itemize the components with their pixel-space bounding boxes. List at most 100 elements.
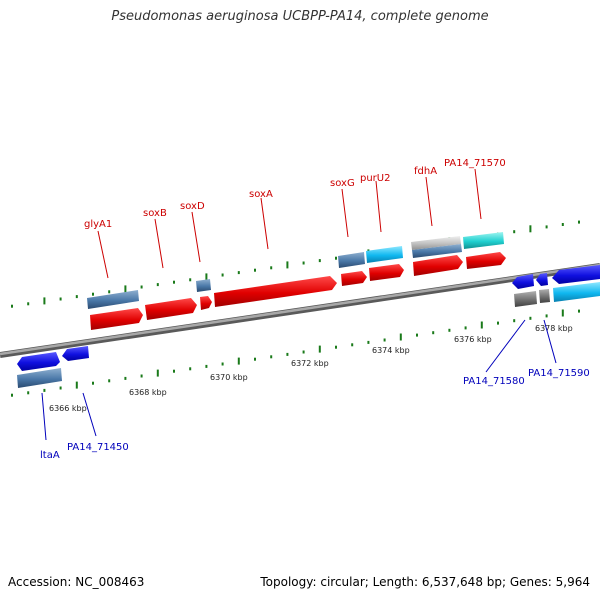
minor-tick	[351, 343, 354, 347]
feature-soxB[interactable]	[145, 298, 197, 320]
feature-soxD[interactable]	[200, 296, 212, 310]
major-tick	[529, 225, 532, 233]
minor-tick	[578, 309, 580, 313]
minor-tick	[448, 328, 451, 332]
minor-tick	[221, 273, 224, 277]
feature-PA14_71590-small[interactable]	[536, 273, 548, 286]
minor-tick	[545, 314, 548, 318]
minor-tick	[335, 256, 337, 260]
minor-tick	[318, 259, 321, 263]
minor-tick	[513, 319, 516, 323]
minor-tick	[302, 350, 305, 354]
minor-tick	[205, 364, 208, 368]
label-purU2[interactable]: purU2	[360, 173, 390, 184]
scale-label-6370: 6370 kbp	[210, 373, 248, 382]
feature-purU2[interactable]	[369, 264, 404, 281]
scale-label-6374: 6374 kbp	[372, 346, 410, 355]
feature-PA14_71570[interactable]	[466, 252, 506, 269]
feature-fdhA-steel[interactable]	[412, 244, 462, 258]
label-PA14_71590[interactable]: PA14_71590	[528, 368, 590, 379]
minor-tick	[189, 278, 192, 282]
minor-tick	[383, 338, 386, 342]
feature-PA14_71580[interactable]	[512, 274, 534, 289]
scale-labels: 6366 kbp 6368 kbp 6370 kbp 6372 kbp 6374…	[49, 324, 573, 413]
feature-PA14_71580-grey[interactable]	[514, 291, 537, 307]
major-tick	[286, 261, 289, 269]
minor-tick	[189, 367, 192, 371]
label-soxD[interactable]: soxD	[180, 201, 205, 212]
minor-tick	[27, 391, 30, 395]
label-PA14_71570[interactable]: PA14_71570	[444, 158, 506, 169]
major-tick	[43, 297, 46, 305]
feature-soxA[interactable]	[214, 276, 337, 307]
minor-tick	[270, 355, 273, 359]
minor-tick	[367, 340, 370, 344]
minor-tick	[11, 393, 13, 397]
minor-tick	[578, 220, 580, 224]
label-ltaA[interactable]: ltaA	[40, 450, 60, 461]
major-tick	[124, 285, 127, 293]
minor-tick	[27, 302, 30, 306]
feature-PA14_71570-upper[interactable]	[463, 232, 504, 249]
minor-tick	[432, 331, 435, 335]
minor-tick	[173, 369, 175, 373]
feature-soxG-upper[interactable]	[338, 252, 365, 268]
major-tick	[318, 345, 321, 353]
feature-ltaA[interactable]	[17, 352, 60, 371]
backbone	[0, 263, 600, 358]
minor-tick	[108, 290, 111, 294]
feature-PA14_71590-cyan[interactable]	[553, 282, 600, 302]
minor-tick	[513, 230, 516, 234]
feature-glyA1[interactable]	[90, 308, 143, 330]
feature-fdhA-silver[interactable]	[411, 236, 461, 250]
major-tick	[156, 369, 159, 377]
minor-tick	[254, 357, 256, 361]
feature-PA14_71590[interactable]	[552, 265, 600, 284]
minor-tick	[59, 297, 62, 301]
label-soxA[interactable]: soxA	[249, 189, 273, 200]
major-tick	[399, 333, 402, 341]
minor-tick	[561, 223, 564, 226]
minor-tick	[254, 268, 256, 272]
minor-tick	[416, 333, 418, 337]
minor-tick	[335, 345, 337, 349]
accession-text: Accession: NC_008463	[8, 575, 145, 589]
feature-PA14_71590-grey[interactable]	[539, 289, 550, 303]
feature-fdhA[interactable]	[413, 255, 463, 276]
label-glyA1[interactable]: glyA1	[84, 219, 112, 230]
minor-tick	[140, 285, 143, 289]
minor-tick	[286, 352, 289, 356]
label-PA14_71580[interactable]: PA14_71580	[463, 376, 525, 387]
feature-PA14_71450[interactable]	[62, 346, 89, 361]
label-soxG[interactable]: soxG	[330, 178, 355, 189]
label-PA14_71450[interactable]: PA14_71450	[67, 442, 129, 453]
scale-label-6376: 6376 kbp	[454, 335, 492, 344]
minor-tick	[75, 295, 78, 299]
genome-stats-text: Topology: circular; Length: 6,537,648 bp…	[260, 575, 590, 589]
label-soxB[interactable]: soxB	[143, 208, 167, 219]
minor-tick	[464, 326, 467, 330]
feature-steel-1[interactable]	[87, 290, 139, 309]
feature-soxD-small[interactable]	[196, 279, 211, 292]
feature-ltaA-steel[interactable]	[17, 368, 62, 388]
feature-soxG[interactable]	[341, 271, 367, 286]
major-tick	[205, 273, 208, 281]
minor-tick	[173, 280, 175, 284]
minor-tick	[92, 292, 94, 296]
minor-tick	[270, 266, 273, 270]
minor-tick	[302, 261, 305, 265]
minor-tick	[92, 381, 94, 385]
major-tick	[237, 357, 240, 365]
minor-tick	[237, 271, 240, 275]
major-tick	[480, 321, 483, 329]
minor-tick	[497, 321, 499, 325]
scale-label-6378: 6378 kbp	[535, 324, 573, 333]
feature-purU2-upper[interactable]	[366, 246, 403, 263]
minor-tick	[124, 376, 127, 380]
minor-tick	[545, 225, 548, 229]
minor-tick	[108, 379, 111, 383]
label-fdhA[interactable]: fdhA	[414, 166, 437, 177]
forward-labels	[97, 168, 482, 279]
